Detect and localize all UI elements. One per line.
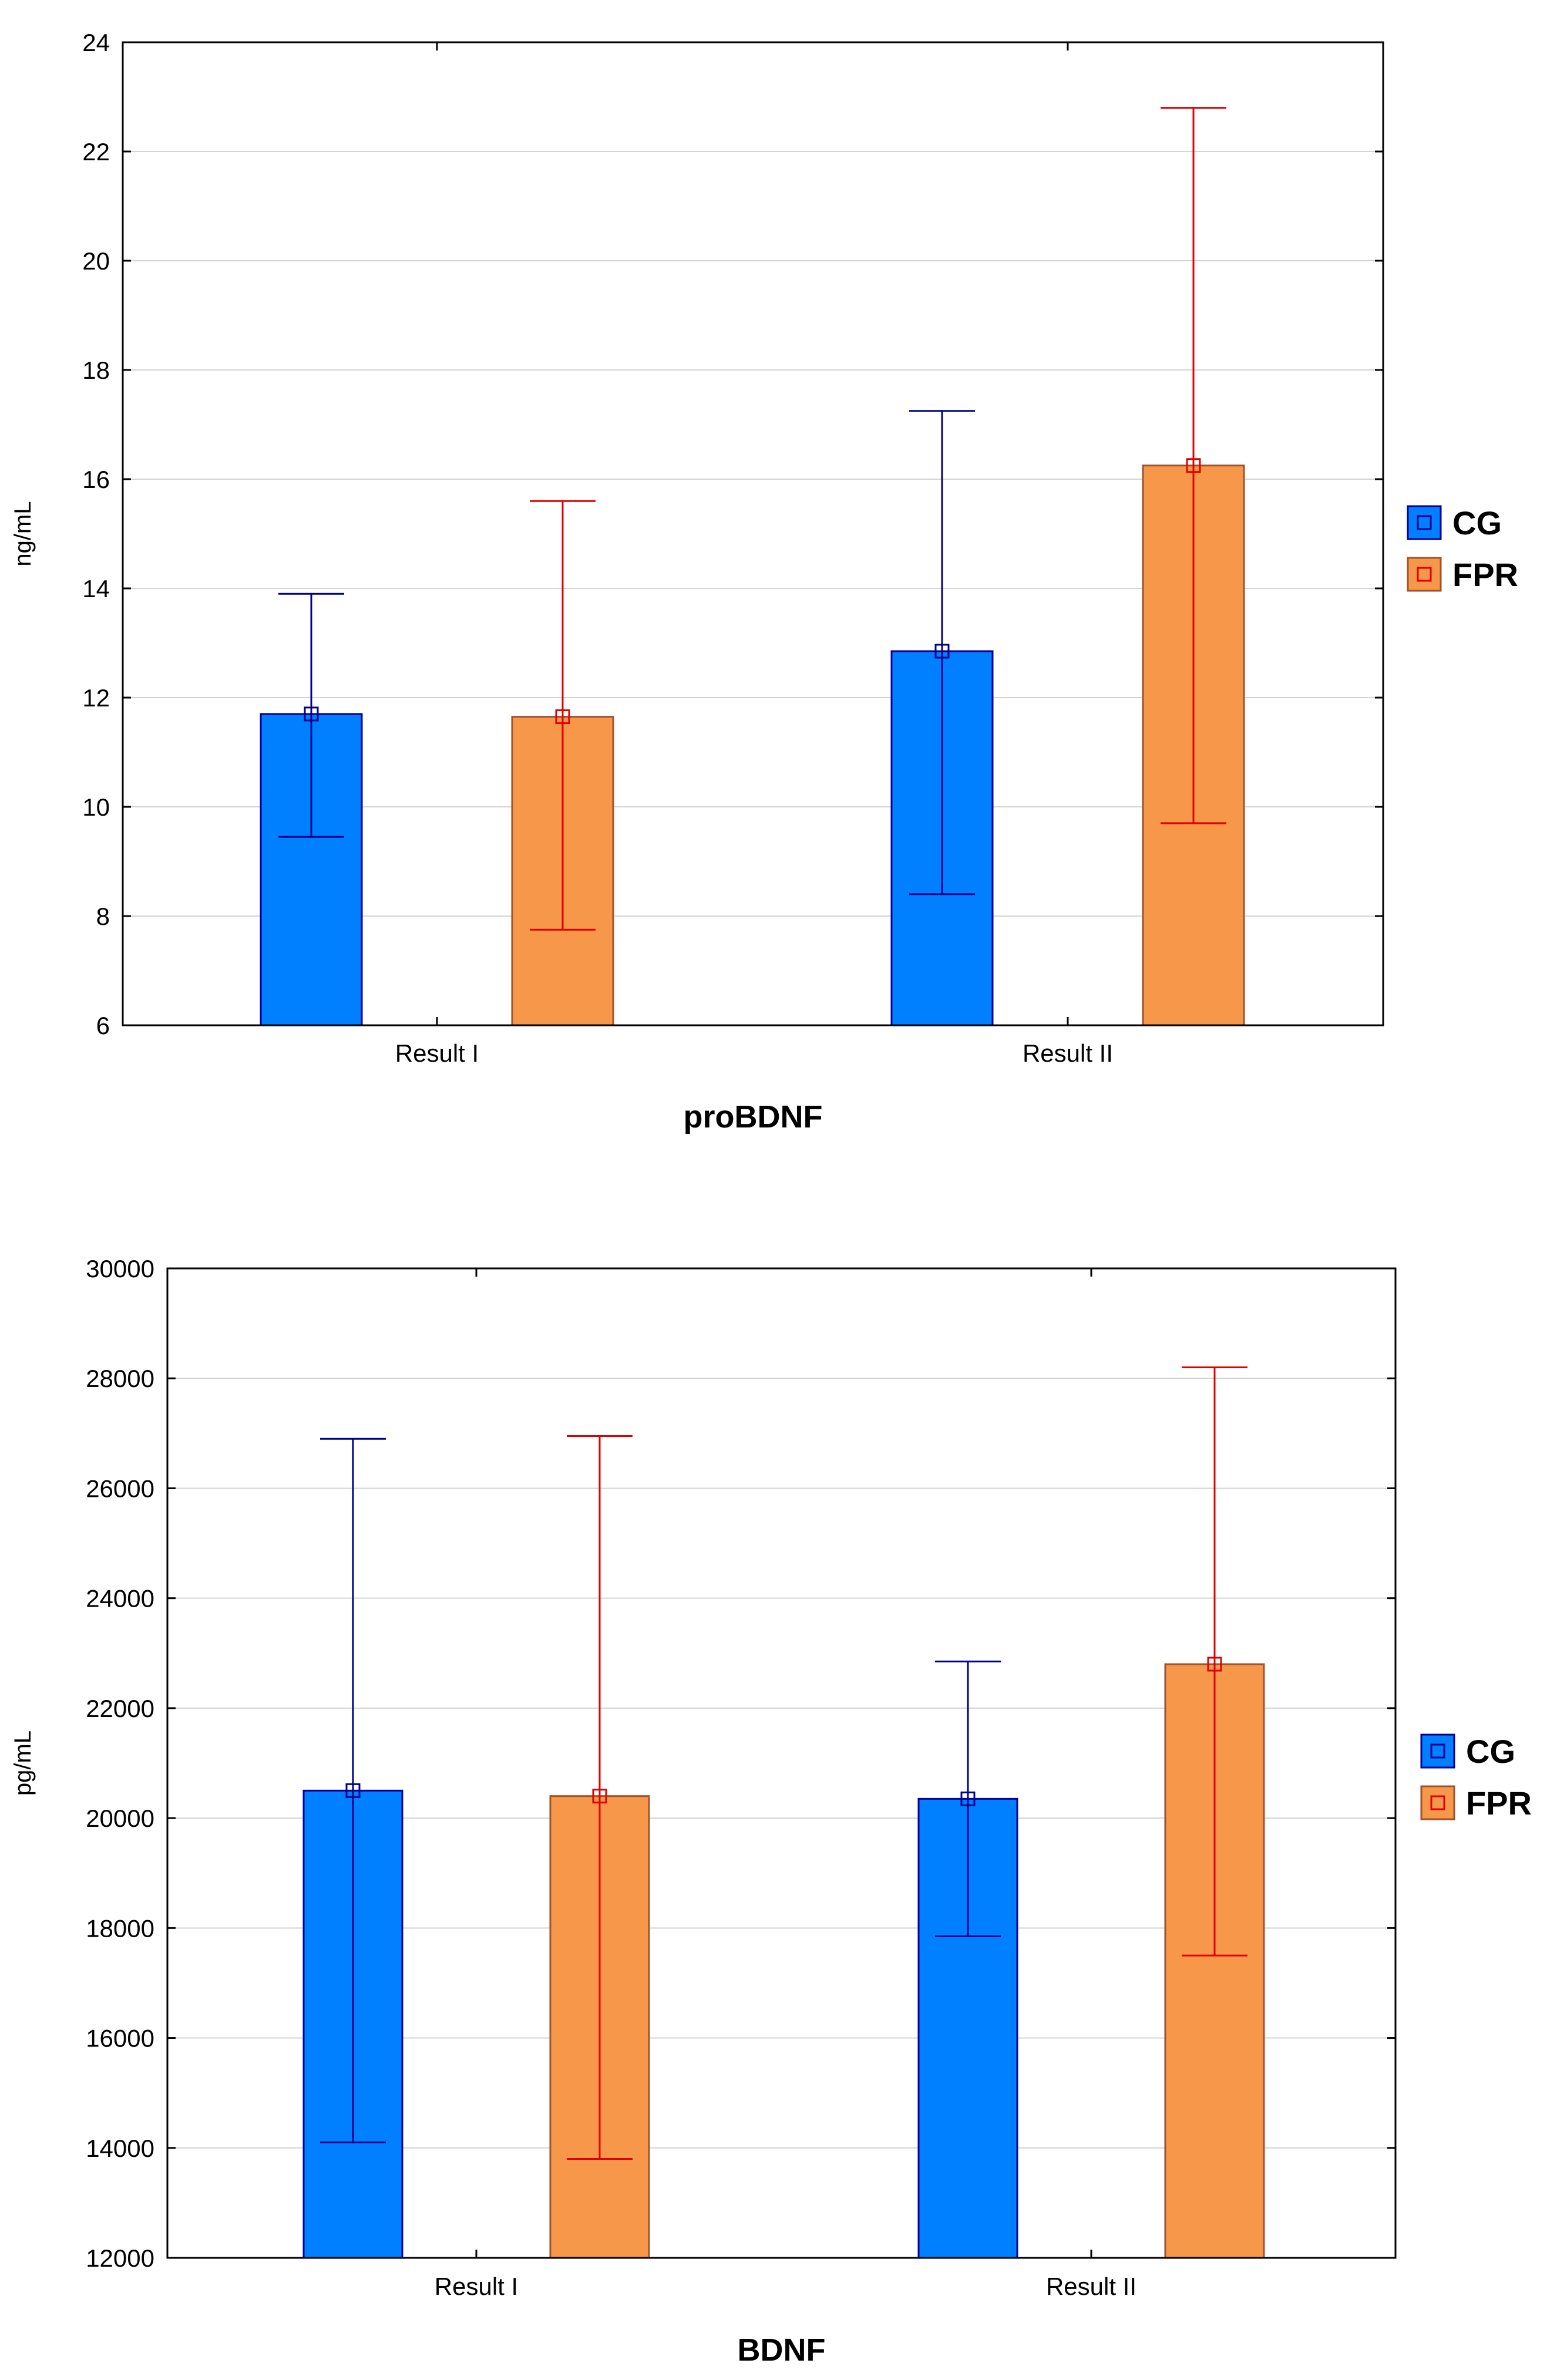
y-tick-label: 12: [82, 684, 110, 712]
y-tick-label: 18000: [86, 1914, 154, 1942]
legend-cg-marker: [1430, 1743, 1445, 1759]
legend-fpr-marker: [1430, 1795, 1445, 1810]
mean-marker: [555, 709, 570, 725]
x-category-label: Result I: [435, 2273, 518, 2300]
chart-1-y-ticks: 6 8 10 12 14 16 18 20 22 24: [82, 29, 1383, 1039]
mean-marker: [934, 644, 950, 659]
mean-marker: [1186, 458, 1201, 473]
y-tick-label: 14000: [86, 2135, 154, 2162]
mean-marker: [304, 706, 319, 722]
legend-fpr-swatch: [1407, 557, 1442, 592]
chart-2-x-axis-title: BDNF: [738, 2332, 826, 2368]
y-tick-label: 26000: [86, 1475, 154, 1502]
chart-1-x-categories: Result I Result II: [395, 42, 1113, 1067]
chart-1-legend: CG FPR: [1407, 504, 1518, 593]
chart-1-y-axis-label: ng/mL: [10, 501, 36, 566]
y-tick-label: 10: [82, 793, 110, 821]
chart-2-plot-frame: [166, 1267, 1397, 2259]
x-category-label: Result I: [395, 1039, 479, 1067]
y-tick-label: 12000: [86, 2244, 154, 2272]
y-tick-label: 24: [82, 29, 110, 56]
legend-cg-label: CG: [1466, 1733, 1515, 1770]
legend-cg-swatch: [1407, 505, 1442, 540]
y-tick-label: 22000: [86, 1695, 154, 1722]
bdnf-chart: 12000 14000 16000 18000 20000 22000 24000 26000…: [10, 1255, 1532, 2368]
mean-marker: [1207, 1657, 1222, 1672]
chart-2-error-bars: [320, 1366, 1247, 2160]
y-tick-label: 16000: [86, 2025, 154, 2052]
y-tick-label: 20000: [86, 1805, 154, 1832]
x-category-label: Result II: [1046, 2273, 1136, 2300]
y-tick-label: 14: [82, 575, 110, 602]
chart-2-y-axis-label: pg/mL: [10, 1731, 36, 1796]
y-tick-label: 18: [82, 356, 110, 384]
y-tick-label: 20: [82, 247, 110, 275]
chart-1-plot-frame: [122, 41, 1384, 1026]
legend-fpr-swatch: [1420, 1785, 1455, 1820]
y-tick-label: 22: [82, 138, 110, 166]
chart-2-legend: CG FPR: [1420, 1733, 1532, 1822]
y-tick-label: 16: [82, 466, 110, 493]
y-tick-label: 6: [96, 1012, 110, 1039]
mean-marker: [592, 1789, 607, 1804]
legend-cg-swatch: [1420, 1733, 1455, 1769]
x-category-label: Result II: [1023, 1039, 1113, 1067]
y-tick-label: 8: [96, 903, 110, 930]
mean-marker: [960, 1791, 976, 1806]
legend-fpr-label: FPR: [1452, 556, 1518, 593]
legend-cg-label: CG: [1452, 504, 1502, 541]
legend-cg-marker: [1417, 515, 1432, 530]
chart-2-y-ticks: 12000 14000 16000 18000 20000 22000 24000 26000…: [86, 1255, 1395, 2272]
chart-1-x-axis-title: proBDNF: [684, 1099, 823, 1135]
chart-2-x-categories: Result I Result II: [435, 1268, 1136, 2300]
y-tick-label: 30000: [86, 1255, 154, 1282]
legend-fpr-label: FPR: [1466, 1785, 1532, 1822]
y-tick-label: 28000: [86, 1365, 154, 1392]
legend-fpr-marker: [1417, 567, 1432, 582]
y-tick-label: 24000: [86, 1585, 154, 1613]
mean-marker: [345, 1783, 361, 1798]
chart-1-error-bars: [278, 107, 1226, 931]
probdnf-chart: 6 8 10 12 14 16 18 20 22 24 Result I Result II ng/…: [10, 29, 1518, 1135]
